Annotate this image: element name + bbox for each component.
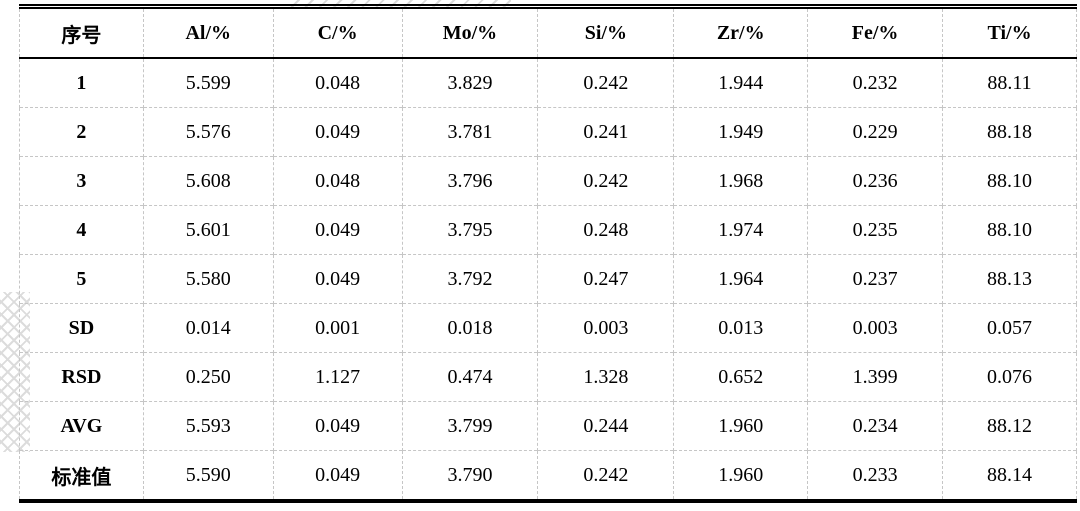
row-label: SD: [19, 303, 144, 353]
data-cell: 1.964: [673, 254, 809, 304]
column-header-si: Si/%: [537, 6, 675, 59]
data-cell: 1.944: [673, 57, 809, 108]
data-cell: 0.049: [272, 107, 403, 157]
data-cell: 1.949: [673, 107, 809, 157]
data-cell: 0.235: [807, 205, 944, 255]
data-cell: 0.014: [142, 303, 274, 353]
data-cell: 0.247: [537, 254, 675, 304]
analysis-results-table: 序号 Al/% C/% Mo/% Si/% Zr/% Fe/% Ti/% 1 5…: [19, 4, 1077, 503]
data-cell: 88.14: [942, 450, 1077, 501]
row-label: RSD: [19, 352, 144, 402]
data-cell: 0.233: [807, 450, 944, 501]
data-cell: 0.232: [807, 57, 944, 108]
data-cell: 5.593: [142, 401, 274, 451]
column-header-fe: Fe/%: [807, 6, 944, 59]
row-label: 标准值: [19, 450, 144, 501]
row-label: 5: [19, 254, 144, 304]
data-cell: 88.10: [942, 156, 1077, 206]
data-cell: 0.236: [807, 156, 944, 206]
column-header-c: C/%: [272, 6, 403, 59]
table-row: RSD 0.250 1.127 0.474 1.328 0.652 1.399 0.076: [19, 352, 1077, 402]
data-cell: 0.018: [401, 303, 539, 353]
data-cell: 0.048: [272, 57, 403, 108]
data-cell: 0.049: [272, 401, 403, 451]
row-label: 4: [19, 205, 144, 255]
data-cell: 1.328: [537, 352, 675, 402]
data-cell: 3.829: [401, 57, 539, 108]
data-cell: 5.599: [142, 57, 274, 108]
data-cell: 3.795: [401, 205, 539, 255]
data-cell: 5.590: [142, 450, 274, 501]
data-cell: 88.18: [942, 107, 1077, 157]
table-row: 标准值 5.590 0.049 3.790 0.242 1.960 0.233 88.14: [19, 450, 1077, 501]
data-cell: 0.242: [537, 57, 675, 108]
row-label: 3: [19, 156, 144, 206]
data-cell: 0.057: [942, 303, 1077, 353]
data-cell: 0.241: [537, 107, 675, 157]
data-cell: 3.790: [401, 450, 539, 501]
data-cell: 88.12: [942, 401, 1077, 451]
data-cell: 0.013: [673, 303, 809, 353]
data-cell: 0.076: [942, 352, 1077, 402]
data-cell: 0.474: [401, 352, 539, 402]
data-cell: 1.960: [673, 401, 809, 451]
data-cell: 88.10: [942, 205, 1077, 255]
data-cell: 1.968: [673, 156, 809, 206]
column-header-serial: 序号: [19, 6, 144, 59]
table-row: 3 5.608 0.048 3.796 0.242 1.968 0.236 88.10: [19, 156, 1077, 206]
data-cell: 0.048: [272, 156, 403, 206]
data-cell: 5.580: [142, 254, 274, 304]
column-header-mo: Mo/%: [401, 6, 539, 59]
data-cell: 0.049: [272, 450, 403, 501]
data-cell: 5.608: [142, 156, 274, 206]
data-cell: 0.248: [537, 205, 675, 255]
data-cell: 0.237: [807, 254, 944, 304]
row-label: 1: [19, 57, 144, 108]
table-row: SD 0.014 0.001 0.018 0.003 0.013 0.003 0.057: [19, 303, 1077, 353]
data-cell: 0.049: [272, 205, 403, 255]
data-cell: 0.049: [272, 254, 403, 304]
data-cell: 0.234: [807, 401, 944, 451]
data-cell: 0.003: [807, 303, 944, 353]
data-cell: 0.001: [272, 303, 403, 353]
data-cell: 1.399: [807, 352, 944, 402]
data-cell: 3.781: [401, 107, 539, 157]
data-cell: 1.127: [272, 352, 403, 402]
data-cell: 1.974: [673, 205, 809, 255]
column-header-zr: Zr/%: [673, 6, 809, 59]
data-cell: 3.796: [401, 156, 539, 206]
column-header-ti: Ti/%: [942, 6, 1077, 59]
table-row: 5 5.580 0.049 3.792 0.247 1.964 0.237 88.13: [19, 254, 1077, 304]
data-cell: 0.652: [673, 352, 809, 402]
data-cell: 0.003: [537, 303, 675, 353]
data-cell: 3.799: [401, 401, 539, 451]
data-cell: 1.960: [673, 450, 809, 501]
data-cell: 0.242: [537, 156, 675, 206]
table-row: 1 5.599 0.048 3.829 0.242 1.944 0.232 88.11: [19, 57, 1077, 108]
data-cell: 5.576: [142, 107, 274, 157]
data-cell: 5.601: [142, 205, 274, 255]
data-cell: 0.229: [807, 107, 944, 157]
row-label: 2: [19, 107, 144, 157]
table-row: AVG 5.593 0.049 3.799 0.244 1.960 0.234 88.12: [19, 401, 1077, 451]
column-header-al: Al/%: [142, 6, 274, 59]
table-row: 2 5.576 0.049 3.781 0.241 1.949 0.229 88.18: [19, 107, 1077, 157]
data-cell: 88.11: [942, 57, 1077, 108]
data-cell: 88.13: [942, 254, 1077, 304]
row-label: AVG: [19, 401, 144, 451]
data-cell: 3.792: [401, 254, 539, 304]
data-cell: 0.250: [142, 352, 274, 402]
data-cell: 0.244: [537, 401, 675, 451]
data-cell: 0.242: [537, 450, 675, 501]
header-row: 序号 Al/% C/% Mo/% Si/% Zr/% Fe/% Ti/%: [19, 6, 1077, 59]
table-row: 4 5.601 0.049 3.795 0.248 1.974 0.235 88.10: [19, 205, 1077, 255]
